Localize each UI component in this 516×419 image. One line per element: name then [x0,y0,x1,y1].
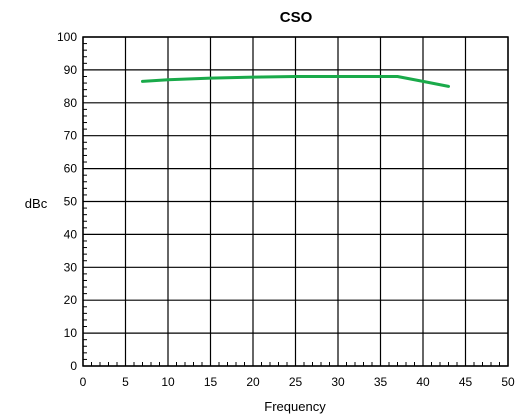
x-tick-label: 15 [204,375,218,389]
tick-labels: 0 5 10 15 20 25 30 35 40 45 50 0 10 20 30 40 50 60 70 80 90 1… [57,30,515,389]
x-tick-label: 5 [122,375,129,389]
x-tick-label: 50 [501,375,515,389]
y-tick-label: 30 [64,260,78,274]
y-tick-label: 50 [64,195,78,209]
y-tick-label: 20 [64,293,78,307]
x-tick-label: 25 [289,375,303,389]
x-tick-label: 20 [246,375,260,389]
x-tick-label: 30 [331,375,345,389]
x-tick-label: 10 [161,375,175,389]
x-tick-label: 45 [459,375,473,389]
y-tick-label: 40 [64,227,78,241]
y-tick-label: 70 [64,129,78,143]
chart-title: CSO [280,9,313,26]
y-tick-label: 60 [64,162,78,176]
y-tick-label: 10 [64,326,78,340]
y-tick-label: 100 [57,30,77,44]
minor-ticks [83,43,500,366]
x-tick-label: 0 [80,375,87,389]
y-tick-label: 90 [64,63,78,77]
y-axis-label: dBc [25,196,48,211]
y-tick-label: 80 [64,96,78,110]
y-tick-label: 0 [70,359,77,373]
x-axis-label: Frequency [264,399,326,414]
series [141,75,450,88]
x-tick-label: 40 [416,375,430,389]
plot-frame [82,36,509,367]
series-line [141,75,450,88]
x-tick-label: 35 [374,375,388,389]
